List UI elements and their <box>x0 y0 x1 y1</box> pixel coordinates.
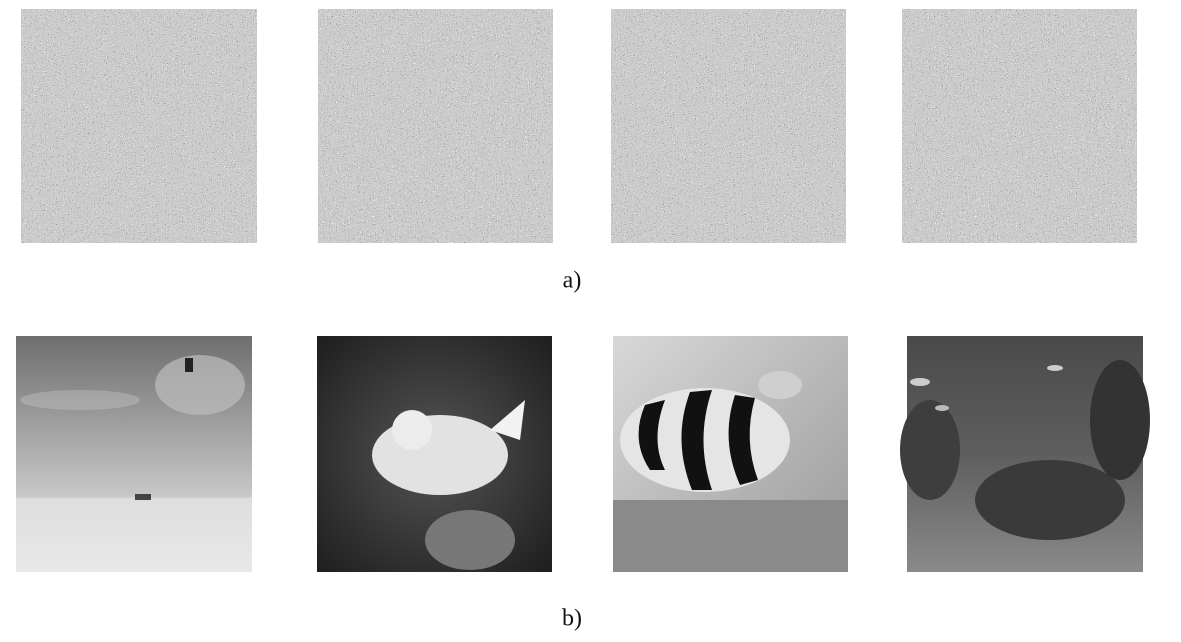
noise-image <box>318 9 553 243</box>
noise-row <box>21 9 1137 243</box>
noise-image <box>902 9 1137 243</box>
beach-image <box>16 336 252 572</box>
panel-label: a) <box>563 268 582 294</box>
image-row <box>16 336 1150 572</box>
fish-image <box>613 336 848 572</box>
noise-image <box>611 9 846 243</box>
bird-image <box>317 336 552 572</box>
noise-image <box>21 9 257 243</box>
reef-image <box>900 336 1150 572</box>
panel-label: b) <box>562 606 582 632</box>
